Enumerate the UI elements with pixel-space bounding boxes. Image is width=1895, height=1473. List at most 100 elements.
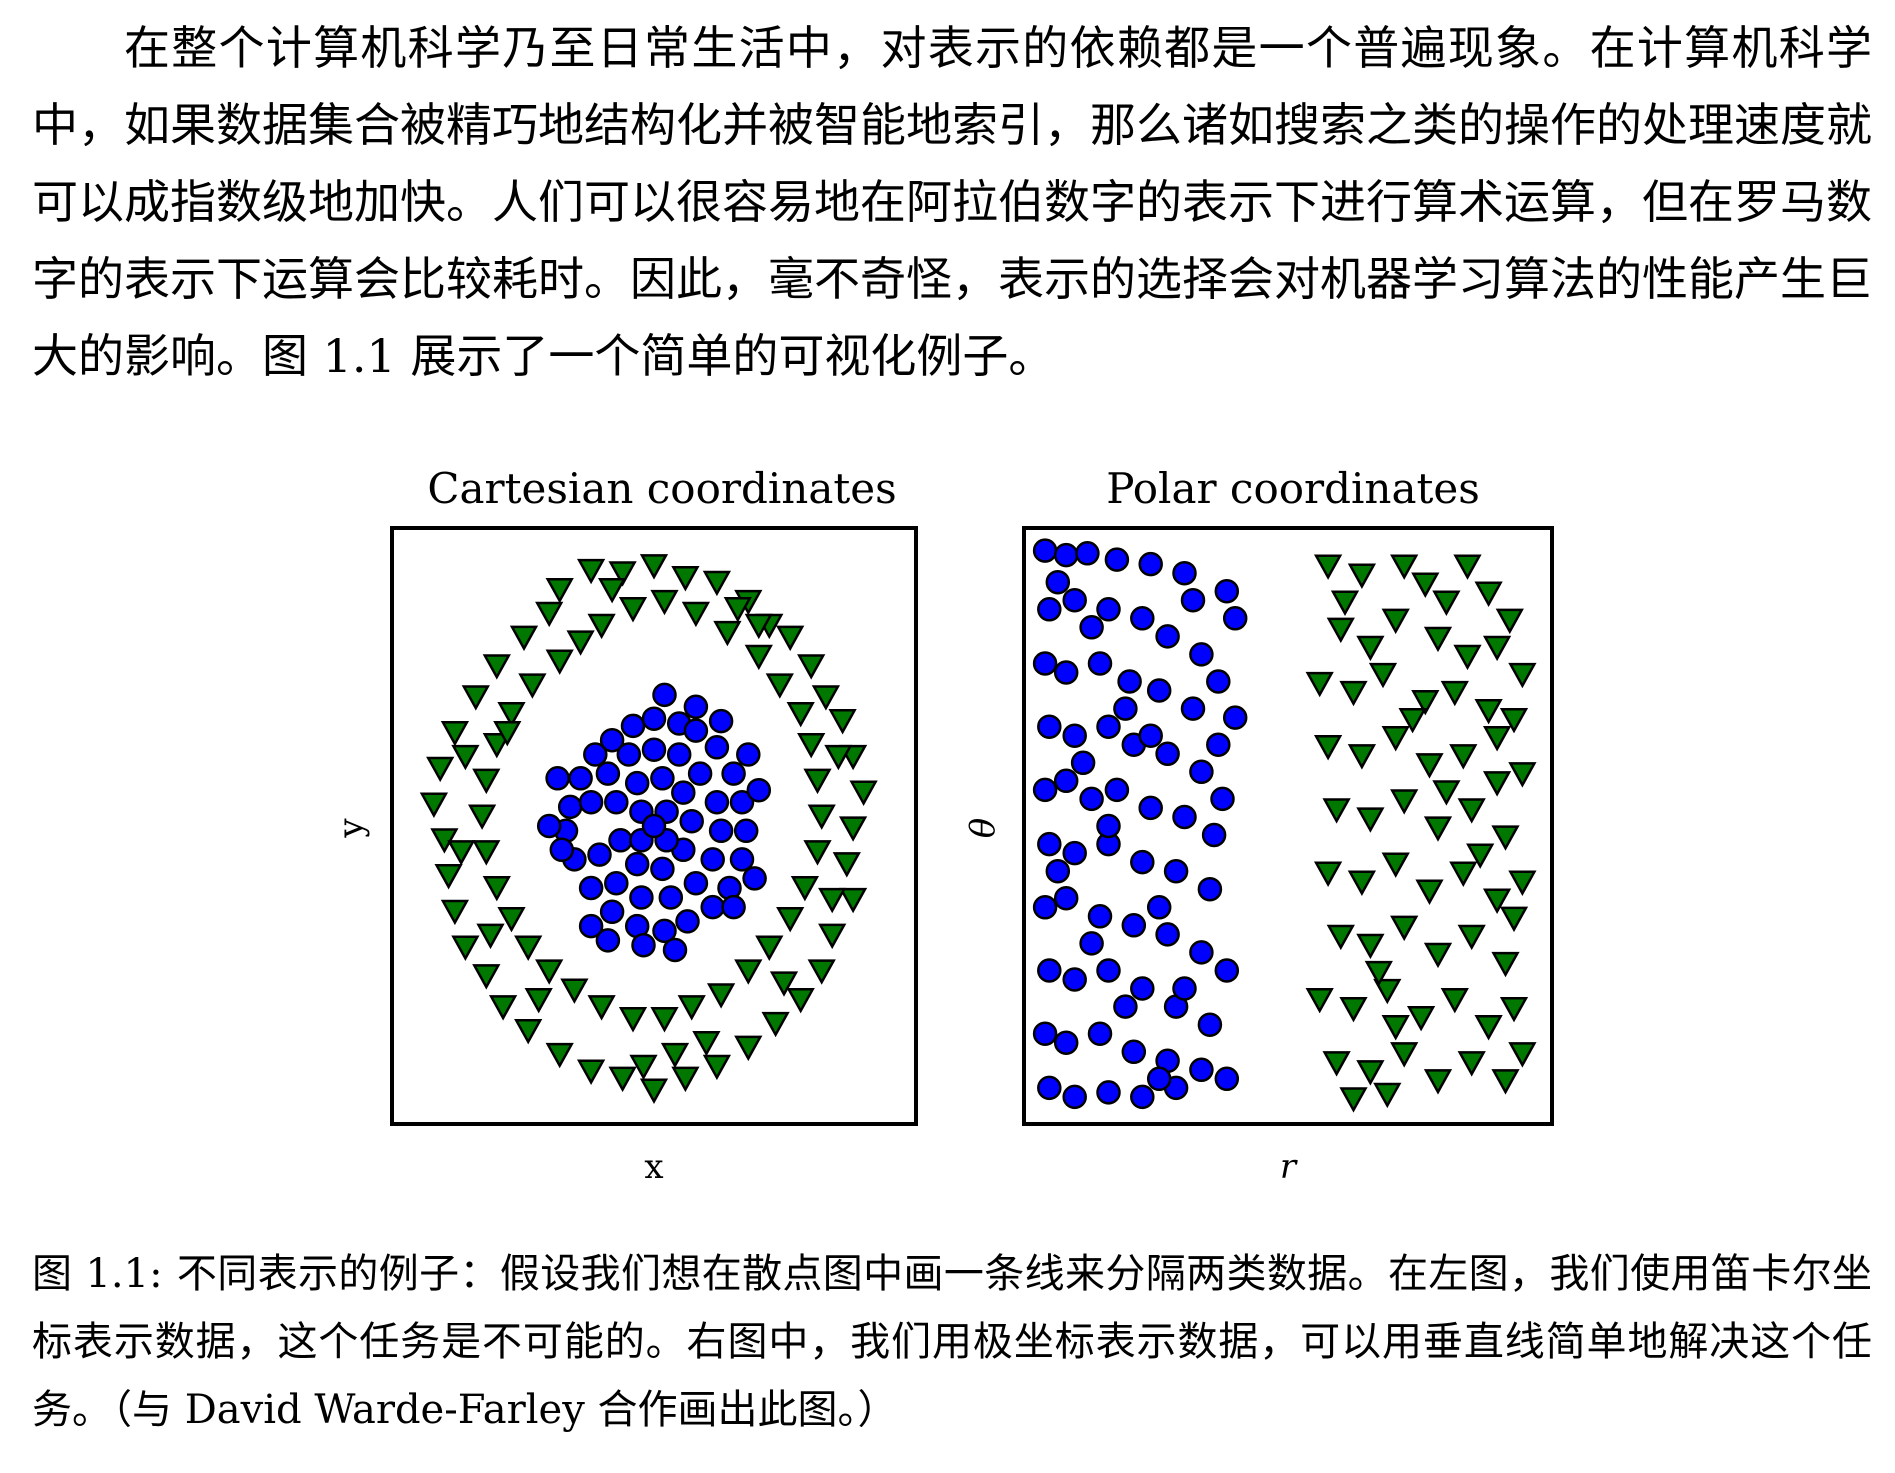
triangle-point — [1326, 617, 1355, 644]
circle-point — [1138, 551, 1163, 577]
triangle-point — [1415, 879, 1444, 905]
circle-point — [1045, 858, 1071, 884]
circle-point — [1214, 1066, 1240, 1092]
circle-point — [1189, 1057, 1214, 1083]
triangle-point — [1305, 987, 1334, 1014]
triangle-point — [786, 987, 815, 1014]
triangle-point — [660, 1042, 690, 1069]
triangle-point — [790, 875, 820, 902]
triangle-point — [1398, 707, 1427, 734]
triangle-point — [476, 923, 505, 950]
triangle-point — [472, 840, 501, 866]
circle-point — [604, 870, 629, 896]
circle-point — [1053, 542, 1079, 568]
circle-point — [1037, 597, 1062, 622]
triangle-point — [1368, 662, 1398, 689]
triangle-point — [629, 1054, 658, 1081]
triangle-point — [1406, 1005, 1436, 1032]
circle-point — [1104, 547, 1130, 572]
circle-point — [536, 813, 562, 839]
triangle-point — [1491, 825, 1520, 851]
triangle-point — [1449, 744, 1478, 770]
circle-point — [1206, 669, 1231, 694]
triangle-point — [1499, 996, 1529, 1023]
circle-point — [1096, 597, 1121, 622]
triangle-point — [744, 644, 773, 671]
triangle-point — [1482, 771, 1512, 797]
triangle-point — [1313, 735, 1343, 761]
triangle-point — [467, 804, 497, 830]
triangle-point — [1453, 644, 1482, 671]
triangle-point — [744, 613, 773, 640]
circle-point — [545, 766, 570, 791]
polar-panel: Polar coordinates r θ — [963, 464, 1554, 1187]
triangle-point — [1440, 987, 1469, 1014]
triangle-point — [849, 780, 878, 806]
triangle-point — [587, 613, 616, 640]
circle-point — [1062, 1084, 1087, 1110]
triangle-point — [838, 816, 868, 842]
circle-point — [1197, 1012, 1223, 1037]
circle-point — [1096, 714, 1121, 739]
circle-point — [671, 780, 696, 805]
circle-point — [599, 727, 625, 753]
triangle-point — [797, 732, 826, 759]
triangle-point — [1339, 680, 1368, 707]
triangle-point — [702, 570, 732, 597]
circle-point — [620, 713, 646, 739]
circle-point — [650, 856, 675, 882]
triangle-point — [535, 959, 564, 985]
plot-frame — [390, 526, 918, 1126]
circle-point — [1210, 786, 1235, 812]
circle-point — [1045, 569, 1071, 595]
triangle-point — [702, 1054, 732, 1081]
triangle-point — [1482, 726, 1512, 752]
triangle-point — [681, 601, 711, 628]
triangle-point — [535, 601, 564, 628]
circle-point — [1155, 741, 1180, 767]
circle-point — [578, 789, 604, 815]
triangle-point — [1499, 906, 1529, 933]
x-axis-label: x — [644, 1147, 663, 1187]
circle-point — [604, 789, 629, 815]
triangle-point — [671, 1066, 700, 1093]
triangle-point — [776, 906, 805, 933]
triangle-point — [761, 1011, 790, 1038]
circle-point — [1032, 538, 1058, 563]
triangle-point — [440, 899, 470, 926]
triangle-point — [545, 649, 574, 675]
triangle-point — [786, 701, 815, 728]
triangle-point — [1313, 554, 1343, 580]
triangle-point — [608, 1066, 637, 1093]
circle-point — [1172, 976, 1197, 1001]
circle-point — [652, 682, 677, 708]
triangle-point — [1423, 626, 1453, 653]
circle-point — [1062, 723, 1087, 748]
circle-point — [599, 899, 625, 925]
triangle-point — [608, 561, 637, 587]
triangle-point — [482, 654, 511, 680]
circle-point — [624, 851, 650, 877]
triangle-point — [482, 732, 511, 759]
triangle-point — [1373, 978, 1402, 1005]
circle-point — [1130, 976, 1155, 1001]
triangle-point — [1508, 762, 1537, 788]
triangle-point — [1440, 680, 1469, 707]
triangle-point — [488, 995, 518, 1021]
triangle-point — [692, 1030, 721, 1057]
circle-point — [675, 909, 700, 934]
triangle-point — [706, 983, 736, 1009]
circle-point — [595, 928, 621, 953]
triangle-point — [482, 875, 511, 902]
triangle-point — [765, 673, 794, 699]
circle-point — [629, 885, 654, 910]
triangle-point — [1423, 1069, 1453, 1095]
triangle-point — [755, 935, 784, 961]
circle-point — [662, 937, 688, 963]
circle-point — [1155, 624, 1180, 649]
triangle-point — [1491, 951, 1520, 978]
circle-point — [666, 742, 692, 767]
circle-point — [1087, 904, 1113, 929]
circle-point — [1087, 1021, 1113, 1046]
